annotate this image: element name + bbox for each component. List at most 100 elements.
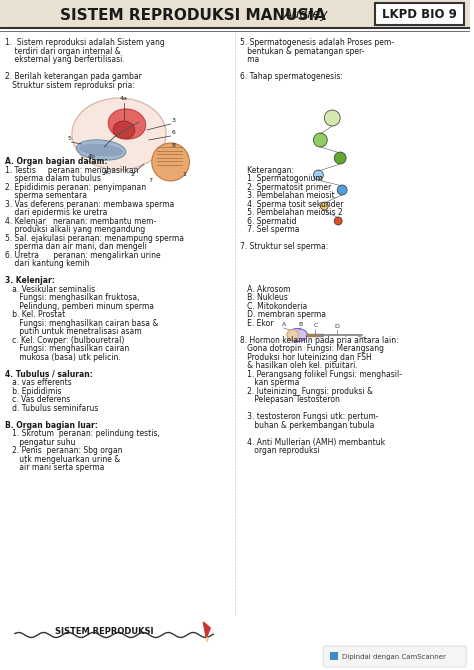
Circle shape — [313, 170, 323, 180]
FancyBboxPatch shape — [330, 652, 338, 660]
Text: terdiri dari organ internal &: terdiri dari organ internal & — [5, 46, 121, 56]
Text: & hasilkan oleh kel. pituitari.: & hasilkan oleh kel. pituitari. — [240, 361, 358, 370]
Text: 2. Epididimis peranan: penyimpanan: 2. Epididimis peranan: penyimpanan — [5, 182, 146, 192]
Ellipse shape — [113, 121, 135, 139]
Circle shape — [320, 202, 328, 210]
Text: eksternal yang berfertilisasi.: eksternal yang berfertilisasi. — [5, 55, 125, 64]
Text: 2. Penis  peranan: Sbg organ: 2. Penis peranan: Sbg organ — [5, 446, 122, 455]
Text: produksi alkali yang mengandung: produksi alkali yang mengandung — [5, 225, 145, 234]
Text: b. Kel. Prostat: b. Kel. Prostat — [5, 310, 65, 319]
Text: Pelepasan Testosteron: Pelepasan Testosteron — [240, 395, 340, 404]
Text: Dipindai dengan CamScanner: Dipindai dengan CamScanner — [342, 653, 446, 659]
Text: 7. Struktur sel sperma:: 7. Struktur sel sperma: — [240, 242, 328, 251]
Text: 6. Tahap spermatogenesis:: 6. Tahap spermatogenesis: — [240, 72, 343, 81]
Text: 4. Sperma tosit sekunder: 4. Sperma tosit sekunder — [240, 200, 344, 208]
Text: Fungsi: menghasilkan cairan basa &: Fungsi: menghasilkan cairan basa & — [5, 318, 158, 328]
Text: 2: 2 — [131, 172, 135, 177]
Text: LKPD BIO 9: LKPD BIO 9 — [382, 7, 457, 21]
Circle shape — [334, 152, 346, 164]
FancyBboxPatch shape — [323, 646, 466, 667]
Text: 1. Perangsang folikel Fungsi: menghasil-: 1. Perangsang folikel Fungsi: menghasil- — [240, 369, 402, 379]
Text: 1: 1 — [182, 172, 186, 177]
Text: putih untuk menetralisasi asam: putih untuk menetralisasi asam — [5, 327, 142, 336]
Text: Fungsi: menghasilkan fruktosa,: Fungsi: menghasilkan fruktosa, — [5, 293, 139, 302]
Text: Keterangan:: Keterangan: — [240, 165, 294, 174]
Text: air mani serta sperma: air mani serta sperma — [5, 463, 104, 472]
FancyBboxPatch shape — [0, 0, 470, 28]
Text: 4a: 4a — [120, 96, 128, 101]
Text: 3. testosteron Fungsi utk: pertum-: 3. testosteron Fungsi utk: pertum- — [240, 412, 379, 421]
Text: C: C — [313, 323, 318, 328]
Text: organ reproduksi: organ reproduksi — [240, 446, 320, 455]
Text: utk mengeluarkan urine &: utk mengeluarkan urine & — [5, 454, 120, 464]
Text: 3. Vas deferens peranan: membawa sperma: 3. Vas deferens peranan: membawa sperma — [5, 200, 174, 208]
Text: 4. Tubulus / saluran:: 4. Tubulus / saluran: — [5, 369, 93, 379]
Text: A. Organ bagian dalam:: A. Organ bagian dalam: — [5, 157, 108, 166]
Text: B: B — [298, 322, 302, 327]
Text: Fungsi: menghasilkan cairan: Fungsi: menghasilkan cairan — [5, 344, 129, 353]
Circle shape — [152, 143, 190, 181]
Text: A. Akrosom: A. Akrosom — [240, 285, 291, 293]
Text: 3. Pembelahan meiosit: 3. Pembelahan meiosit — [240, 191, 335, 200]
Text: sperma dalam tubulus: sperma dalam tubulus — [5, 174, 101, 183]
Text: 4b: 4b — [87, 154, 95, 159]
Text: sperma dan air mani, dan mengeli: sperma dan air mani, dan mengeli — [5, 242, 147, 251]
Ellipse shape — [72, 98, 166, 170]
Circle shape — [334, 217, 342, 225]
Text: A: A — [282, 322, 286, 327]
Text: 6. Spermatid: 6. Spermatid — [240, 216, 297, 226]
Ellipse shape — [288, 328, 308, 342]
Circle shape — [324, 110, 340, 126]
Text: 4c: 4c — [104, 170, 112, 175]
Text: ma: ma — [240, 55, 259, 64]
Text: 2. Berilah keterangan pada gambar: 2. Berilah keterangan pada gambar — [5, 72, 142, 81]
Text: 3. Kelenjar:: 3. Kelenjar: — [5, 276, 55, 285]
Text: D: D — [335, 324, 340, 329]
Text: 5. Pembelahan meiosis 2: 5. Pembelahan meiosis 2 — [240, 208, 343, 217]
Text: 5: 5 — [67, 136, 71, 141]
Text: C. Mitokonderia: C. Mitokonderia — [240, 302, 307, 310]
Text: 2. Spermatosit primer: 2. Spermatosit primer — [240, 182, 331, 192]
Text: Gona dotropin  Fungsi: Merangsang: Gona dotropin Fungsi: Merangsang — [240, 344, 384, 353]
Text: 1. Testis     peranan: menghasilkan: 1. Testis peranan: menghasilkan — [5, 165, 138, 174]
Text: a. Vesikular seminalis: a. Vesikular seminalis — [5, 285, 95, 293]
Text: 5. Sal. ejakulasi peranan: menampung sperma: 5. Sal. ejakulasi peranan: menampung spe… — [5, 234, 184, 243]
Text: 3: 3 — [172, 118, 175, 123]
Text: 1.  Sistem reproduksi adalah Sistem yang: 1. Sistem reproduksi adalah Sistem yang — [5, 38, 164, 47]
Text: 4. Anti Mullerian (AMH) membantuk: 4. Anti Mullerian (AMH) membantuk — [240, 438, 385, 446]
Polygon shape — [203, 622, 210, 638]
Text: pengatur suhu: pengatur suhu — [5, 438, 75, 446]
Text: Pelindung, pemberi minum sperma: Pelindung, pemberi minum sperma — [5, 302, 154, 310]
Text: B. Nukleus: B. Nukleus — [240, 293, 288, 302]
Text: bentukan & pematangan sper-: bentukan & pematangan sper- — [240, 46, 365, 56]
Text: 1. Spermatogonium: 1. Spermatogonium — [240, 174, 323, 183]
Text: buhan & perkembangan tubula: buhan & perkembangan tubula — [240, 421, 374, 429]
Text: Produksi hor luteinizing dan FSH: Produksi hor luteinizing dan FSH — [240, 352, 372, 362]
Text: 8. Hormon kelamin pada pria antara lain:: 8. Hormon kelamin pada pria antara lain: — [240, 336, 399, 344]
Text: 7: 7 — [149, 178, 153, 183]
FancyBboxPatch shape — [375, 3, 464, 25]
Text: Audrey: Audrey — [283, 7, 328, 21]
Ellipse shape — [76, 140, 126, 160]
Text: 6. Uretra      peranan: mengalirkan urine: 6. Uretra peranan: mengalirkan urine — [5, 251, 161, 259]
Text: B. Organ bagian luar:: B. Organ bagian luar: — [5, 421, 98, 429]
Text: kan sperma: kan sperma — [240, 378, 300, 387]
Text: D. membran sperma: D. membran sperma — [240, 310, 326, 319]
Polygon shape — [206, 638, 208, 642]
Text: 6: 6 — [172, 130, 175, 135]
Ellipse shape — [287, 330, 299, 340]
Ellipse shape — [79, 143, 123, 156]
Text: SISTEM REPRODUKSI MANUSIA: SISTEM REPRODUKSI MANUSIA — [61, 7, 326, 23]
Text: Struktur sistem reproduksi pria:: Struktur sistem reproduksi pria: — [5, 80, 135, 90]
Circle shape — [313, 133, 327, 147]
Ellipse shape — [108, 109, 146, 139]
Text: dari epidermis ke uretra: dari epidermis ke uretra — [5, 208, 107, 217]
Text: dari kantung kemih: dari kantung kemih — [5, 259, 90, 268]
Text: 1. Skrotum  peranan: pelindung testis,: 1. Skrotum peranan: pelindung testis, — [5, 429, 160, 438]
Text: 5. Spermatogenesis adalah Proses pem-: 5. Spermatogenesis adalah Proses pem- — [240, 38, 394, 47]
Text: E. Ekor: E. Ekor — [240, 318, 273, 328]
Text: sperma sementara: sperma sementara — [5, 191, 87, 200]
Text: SISTEM REPRODUKSI: SISTEM REPRODUKSI — [55, 627, 154, 636]
Text: 4. Kelenjar   neranan: membantu mem-: 4. Kelenjar neranan: membantu mem- — [5, 216, 156, 226]
Text: c. Kel. Cowper: (bulbouretral): c. Kel. Cowper: (bulbouretral) — [5, 336, 124, 344]
